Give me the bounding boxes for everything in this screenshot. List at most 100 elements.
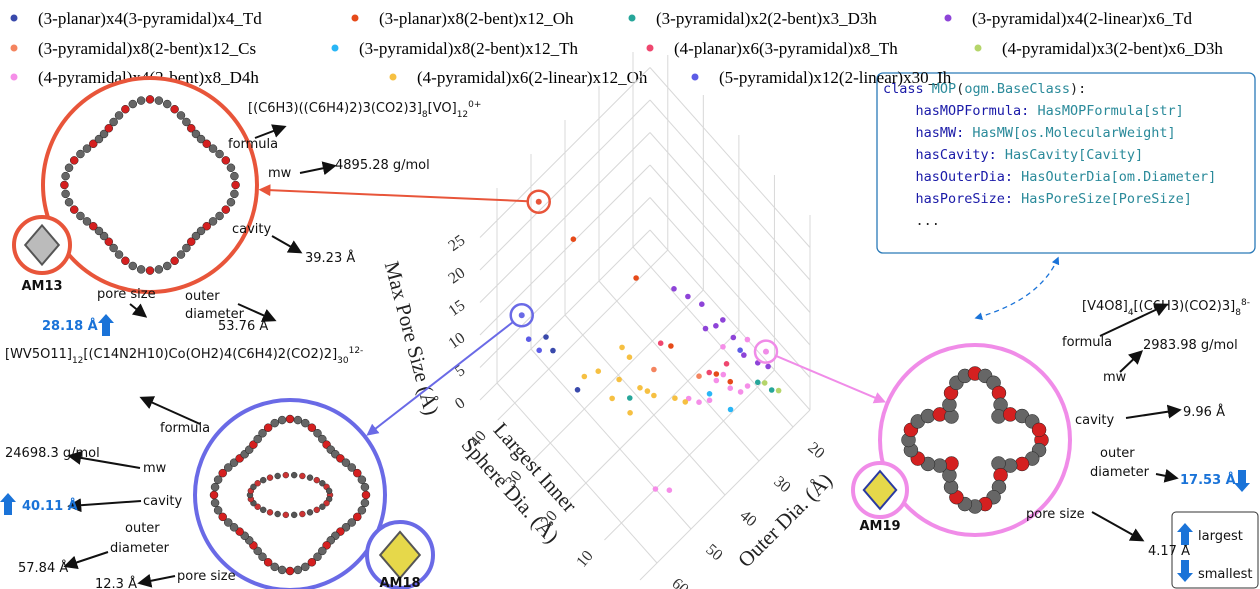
- annotation-arrow: [254, 124, 287, 139]
- highlight-ring: [753, 339, 779, 364]
- atom: [260, 476, 267, 484]
- atom: [299, 510, 306, 518]
- atom: [176, 111, 186, 120]
- code-box: [876, 72, 1256, 254]
- property-label: cavity: [1075, 413, 1115, 428]
- atom: [347, 463, 357, 472]
- grid-line: [564, 314, 726, 496]
- highlight-point: [518, 312, 525, 319]
- grid-line: [479, 197, 651, 368]
- point: [644, 388, 651, 394]
- annotation-arrow: [237, 303, 277, 322]
- legend-marker: [691, 73, 699, 81]
- atom: [266, 474, 274, 481]
- molecule-circle: [41, 76, 259, 294]
- z-tick-label: 0: [452, 394, 468, 413]
- key-icon: [1177, 523, 1193, 545]
- grid-line: [649, 229, 811, 411]
- emphasized-value: 40.11 Å: [22, 498, 78, 514]
- formula-part: 8-: [1241, 298, 1250, 308]
- legend-label: (3-planar)x8(2-bent)x12_Oh: [379, 9, 574, 28]
- x-tick-label: 20: [804, 439, 827, 462]
- atom: [145, 266, 155, 275]
- atom: [202, 139, 211, 149]
- atom: [361, 490, 371, 500]
- formula-part: [(C14N2H10)Co(OH2)4(C6H4)2(CO2)2]: [83, 347, 337, 362]
- molecule: [60, 95, 240, 275]
- atom: [170, 256, 179, 266]
- atom: [306, 474, 314, 481]
- atom: [208, 217, 218, 226]
- formula-part: 4: [1128, 308, 1134, 318]
- point: [713, 371, 720, 377]
- point: [706, 391, 713, 397]
- legend-marker: [389, 73, 397, 81]
- point: [652, 486, 659, 492]
- point: [741, 352, 747, 358]
- highlight-point: [762, 348, 769, 355]
- atom: [226, 163, 236, 173]
- point: [696, 399, 702, 406]
- code-line: hasOuterDia: HasOuterDia[om.Diameter]: [883, 169, 1216, 185]
- property-label: cavity: [232, 222, 272, 237]
- property-label: outer: [1100, 446, 1135, 461]
- atom: [145, 95, 155, 104]
- property-value: 53.76 Å: [218, 318, 268, 334]
- code-token: HasMOPFormula[str]: [1037, 103, 1183, 119]
- atom: [318, 546, 327, 556]
- point: [699, 301, 705, 308]
- point: [651, 366, 657, 373]
- property-label: outer: [185, 289, 220, 304]
- point: [765, 363, 771, 370]
- x-tick-label: 50: [702, 541, 725, 564]
- icon-shape: [23, 223, 61, 267]
- grid-line: [530, 348, 692, 530]
- formula-part: 8: [422, 110, 428, 120]
- code-token: MOP: [932, 81, 956, 97]
- legend-label: (3-planar)x4(3-pyramidal)x4_Td: [38, 9, 262, 28]
- code-line: hasMOPFormula: HasMOPFormula[str]: [883, 103, 1184, 119]
- code-line: hasPoreSize: HasPoreSize[PoreSize]: [883, 191, 1192, 207]
- atom: [208, 144, 218, 153]
- point: [671, 286, 677, 292]
- point: [723, 361, 730, 367]
- z-tick-label: 15: [445, 297, 468, 320]
- point: [525, 336, 532, 343]
- z-tick-label: 20: [445, 264, 468, 287]
- point: [761, 380, 768, 386]
- atom: [277, 415, 287, 425]
- property-value: 4895.28 g/mol: [335, 158, 430, 173]
- molecule: [901, 366, 1049, 514]
- point: [672, 395, 678, 402]
- atom: [60, 180, 69, 190]
- atom: [263, 558, 273, 567]
- atom: [254, 503, 261, 510]
- formula: [(C6H3)((C6H4)2)3(CO2)3]8[VO]120+: [248, 100, 481, 120]
- atom: [186, 237, 196, 246]
- point: [626, 395, 633, 401]
- atom: [1031, 422, 1047, 438]
- atom: [226, 197, 236, 207]
- point: [609, 395, 615, 402]
- atom: [307, 558, 317, 567]
- atom: [249, 440, 258, 449]
- atom: [290, 511, 298, 519]
- atom: [266, 509, 274, 516]
- annotation-arrow: [67, 498, 142, 513]
- legend-label: (4-pyramidal)x3(2-bent)x6_D3h: [1002, 39, 1223, 58]
- legend-marker: [331, 44, 339, 52]
- code-token: class: [883, 81, 932, 97]
- annotation-arrow: [1155, 468, 1179, 483]
- code-token: ogm.BaseClass: [964, 81, 1070, 97]
- annotation-arrow: [1119, 350, 1144, 373]
- grid-line: [479, 164, 651, 336]
- atom: [223, 463, 233, 472]
- atom: [322, 541, 331, 550]
- icon-shape: [378, 530, 422, 580]
- atom: [360, 498, 370, 508]
- atom: [229, 458, 239, 467]
- code-line: ...: [883, 213, 940, 229]
- annotation-arrow: [67, 450, 141, 469]
- atom: [319, 503, 326, 510]
- atom: [235, 527, 244, 536]
